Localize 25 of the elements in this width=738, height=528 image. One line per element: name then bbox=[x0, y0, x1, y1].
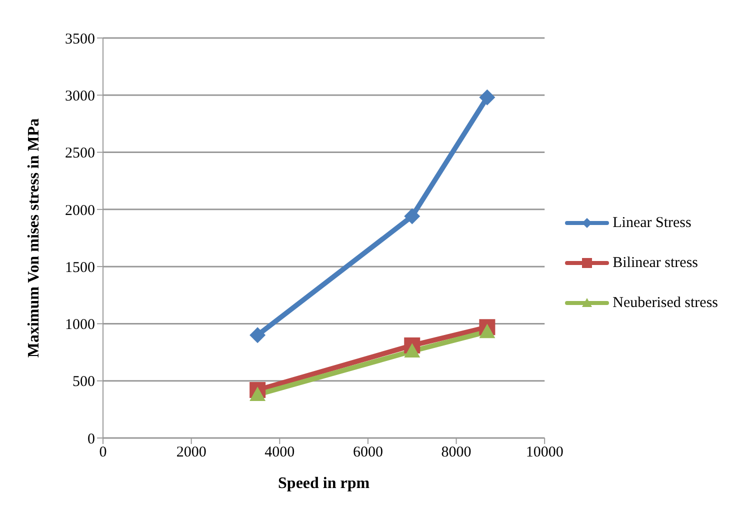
y-tick-label: 1000 bbox=[65, 317, 95, 334]
y-tick-label: 2500 bbox=[65, 146, 95, 162]
y-tick-label: 0 bbox=[88, 431, 95, 448]
x-tick-label: 0 bbox=[99, 444, 107, 461]
y-axis-title: Maximum Von mises stress in MPa bbox=[26, 118, 43, 358]
y-tick-label: 3500 bbox=[65, 31, 95, 48]
legend-label: Bilinear stress bbox=[612, 254, 698, 272]
y-tick-label: 1500 bbox=[65, 260, 95, 276]
y-tick-label: 2000 bbox=[65, 202, 95, 219]
legend-label: Neuberised stress bbox=[612, 294, 718, 312]
y-tick-label: 500 bbox=[72, 374, 95, 390]
point bbox=[479, 324, 496, 338]
point bbox=[404, 343, 420, 358]
x-tick-label: 2000 bbox=[176, 444, 206, 461]
x-tick-label: 4000 bbox=[264, 444, 295, 461]
point bbox=[479, 89, 496, 106]
point bbox=[250, 386, 266, 401]
x-tick-label: 8000 bbox=[441, 444, 472, 461]
point bbox=[404, 208, 420, 224]
point bbox=[250, 327, 266, 344]
x-axis-title: Speed in rpm bbox=[278, 475, 370, 492]
x-tick-label: 10000 bbox=[526, 444, 564, 461]
y-tick-label: 3000 bbox=[65, 88, 95, 104]
x-tick-label: 6000 bbox=[352, 444, 383, 461]
legend-label: Linear Stress bbox=[612, 214, 692, 232]
